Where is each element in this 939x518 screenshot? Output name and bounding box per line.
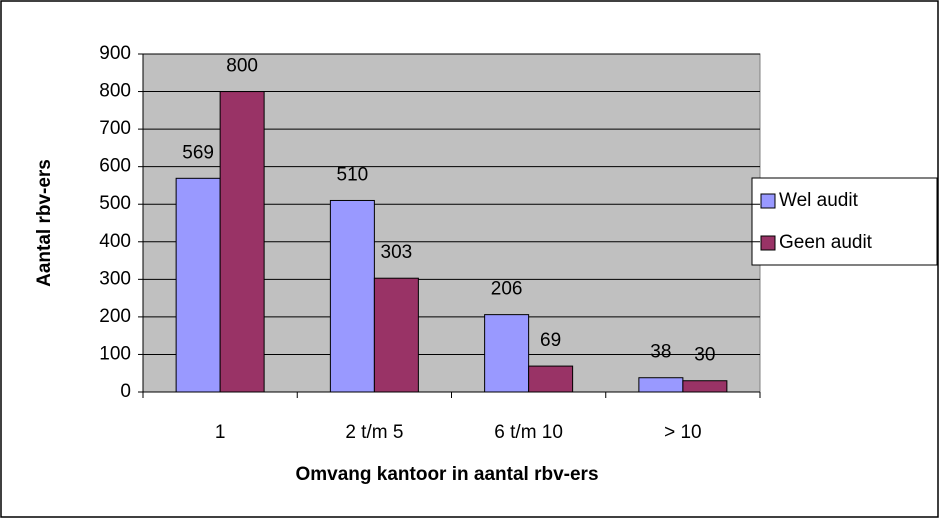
y-tick-label: 200 (99, 306, 131, 327)
bar (373, 277, 419, 393)
y-tick-label: 900 (99, 43, 131, 64)
x-tick-label: > 10 (664, 422, 702, 443)
data-label: 206 (491, 279, 523, 300)
y-tick-label: 0 (120, 381, 131, 402)
data-label: 30 (694, 345, 715, 366)
y-tick-label: 500 (99, 193, 131, 214)
y-axis-title: Aantal rbv-ers (34, 159, 55, 287)
x-axis-title: Omvang kantoor in aantal rbv-ers (295, 464, 598, 485)
x-tick-label: 6 t/m 10 (494, 422, 563, 443)
y-tick-label: 600 (99, 156, 131, 177)
data-label: 303 (381, 242, 413, 263)
y-tick-label: 300 (99, 268, 131, 289)
data-label: 510 (337, 164, 369, 185)
y-tick-label: 800 (99, 81, 131, 102)
data-label: 38 (650, 342, 671, 363)
y-tick-label: 400 (99, 231, 131, 252)
x-tick-label: 1 (215, 422, 226, 443)
bar (638, 377, 684, 393)
bar (528, 365, 574, 393)
y-tick-label: 700 (99, 118, 131, 139)
data-label: 69 (540, 330, 561, 351)
x-tick-label: 2 t/m 5 (345, 422, 403, 443)
legend-label: Geen audit (779, 232, 873, 253)
data-label: 800 (226, 56, 258, 77)
legend-swatch (760, 193, 776, 209)
bar (219, 91, 265, 393)
bar (175, 177, 221, 393)
bar (484, 314, 530, 393)
legend-box (751, 177, 938, 266)
data-label: 569 (182, 142, 214, 163)
bar (329, 199, 375, 393)
legend-swatch (760, 235, 776, 251)
y-tick-label: 100 (99, 343, 131, 364)
legend-label: Wel audit (779, 190, 859, 211)
bar (682, 380, 728, 393)
